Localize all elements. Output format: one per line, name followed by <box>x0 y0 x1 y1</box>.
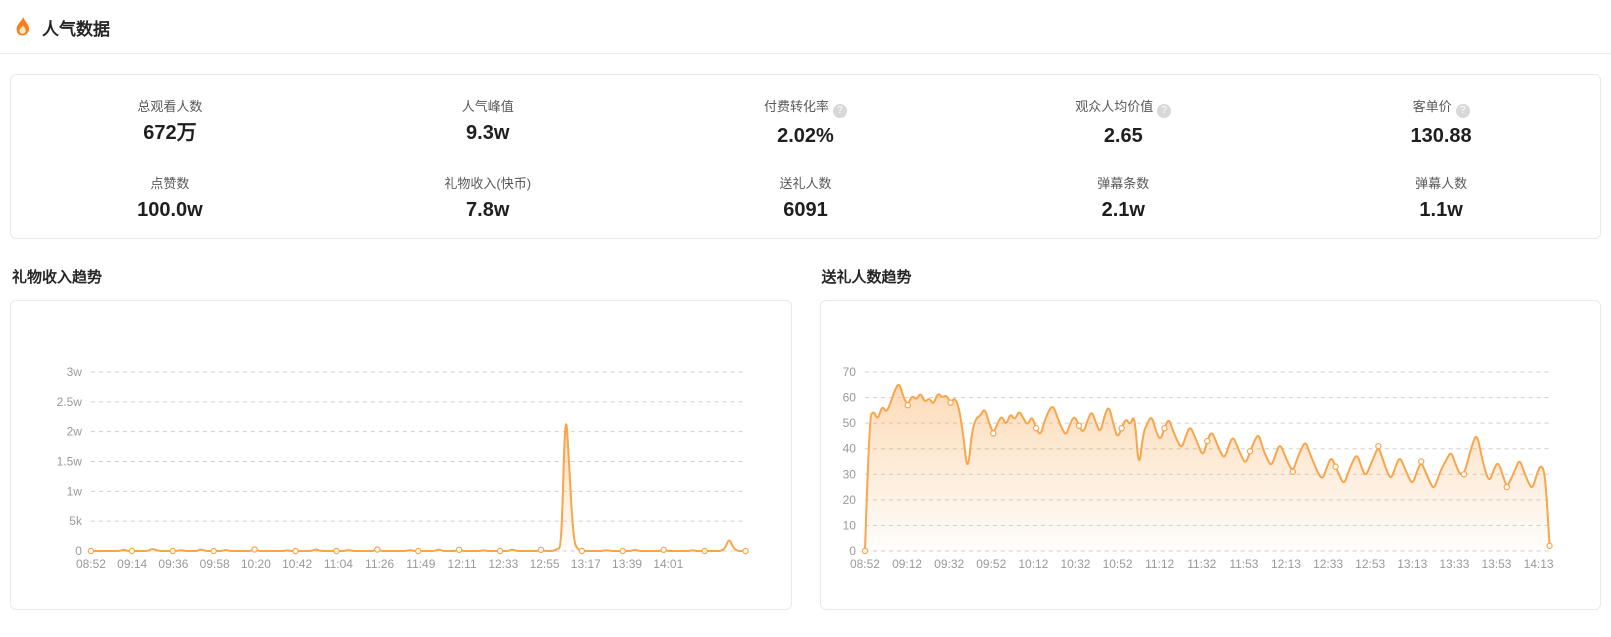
svg-text:09:12: 09:12 <box>892 557 922 571</box>
svg-text:13:17: 13:17 <box>571 557 601 571</box>
stat-label: 观众人均价值 <box>1075 99 1154 114</box>
stat-pay-conversion-rate: 付费转化率? 2.02% <box>647 99 965 148</box>
svg-text:10:20: 10:20 <box>241 557 271 571</box>
gift-income-trend-chart: 3w 2.5w 2w 1.5w 1w 5k 0 08:52 09:14 09:36 09:58 10:… <box>10 300 792 610</box>
popularity-stats-panel: 总观看人数 672万 人气峰值 9.3w 付费转化率? 2.02% 观众人均价值… <box>10 74 1601 239</box>
svg-text:10:42: 10:42 <box>282 557 312 571</box>
stat-label: 弹幕条数 <box>1097 176 1150 191</box>
svg-text:12:53: 12:53 <box>1355 557 1385 571</box>
stat-value: 672万 <box>143 122 197 144</box>
svg-text:0: 0 <box>849 544 856 558</box>
stat-label: 人气峰值 <box>461 99 514 114</box>
help-icon[interactable]: ? <box>833 104 847 118</box>
stat-label: 点赞数 <box>150 176 190 191</box>
gift-senders-area-chart: 70 60 50 40 30 20 10 008:52 09:12 09:32 09:52 10:12… <box>842 365 1553 571</box>
stat-value: 130.88 <box>1410 125 1472 147</box>
svg-text:13:53: 13:53 <box>1481 557 1511 571</box>
gift-income-trend-section: 礼物收入趋势 3w 2.5w 2w 1.5w 1w 5k 0 08:52 09:14 09:36 0… <box>10 269 792 610</box>
svg-text:2.5w: 2.5w <box>57 395 83 409</box>
help-icon[interactable]: ? <box>1455 104 1470 118</box>
svg-text:08:52: 08:52 <box>76 557 106 571</box>
section-header: 人气数据 <box>0 0 1611 53</box>
svg-text:12:33: 12:33 <box>488 557 518 571</box>
stat-value: 6091 <box>783 199 828 221</box>
svg-text:60: 60 <box>842 391 856 405</box>
svg-text:13:33: 13:33 <box>1439 557 1469 571</box>
svg-text:30: 30 <box>842 467 856 481</box>
svg-text:12:11: 12:11 <box>448 557 477 571</box>
stat-label: 总观看人数 <box>137 99 203 114</box>
svg-text:09:14: 09:14 <box>117 557 147 571</box>
stat-danmaku-users: 弹幕人数 1.1w <box>1282 176 1600 222</box>
svg-text:70: 70 <box>842 365 856 379</box>
header-divider <box>0 53 1611 54</box>
svg-text:11:04: 11:04 <box>324 557 353 571</box>
stat-value: 9.3w <box>466 122 510 144</box>
svg-text:10:12: 10:12 <box>1018 557 1048 571</box>
svg-text:11:53: 11:53 <box>1229 557 1258 571</box>
page-title: 人气数据 <box>42 20 110 39</box>
stat-likes: 点赞数 100.0w <box>11 176 329 222</box>
svg-text:11:49: 11:49 <box>406 557 435 571</box>
stat-value: 2.65 <box>1103 125 1143 147</box>
stat-label: 付费转化率 <box>763 99 829 114</box>
svg-text:09:58: 09:58 <box>200 557 230 571</box>
gift-income-line-chart: 3w 2.5w 2w 1.5w 1w 5k 008:52 09:14 09:36 09:58 10:… <box>57 365 749 571</box>
svg-text:40: 40 <box>842 442 856 456</box>
svg-text:3w: 3w <box>67 365 83 379</box>
stat-total-viewers: 总观看人数 672万 <box>11 99 329 148</box>
gift-senders-trend-section: 送礼人数趋势 70 60 50 40 30 20 10 0 08:52 09:12 09:32 09:… <box>819 269 1601 610</box>
svg-text:2w: 2w <box>67 425 83 439</box>
svg-text:12:55: 12:55 <box>530 557 560 571</box>
svg-text:10:32: 10:32 <box>1060 557 1090 571</box>
stat-value: 7.8w <box>466 199 510 221</box>
svg-text:10:52: 10:52 <box>1102 557 1132 571</box>
stat-peak-popularity: 人气峰值 9.3w <box>329 99 647 148</box>
stat-avg-order-value: 客单价? 130.88 <box>1282 99 1600 148</box>
svg-text:0: 0 <box>75 544 82 558</box>
gift-senders-trend-chart: 70 60 50 40 30 20 10 0 08:52 09:12 09:32 09:52 10:12… <box>819 300 1601 610</box>
svg-text:13:13: 13:13 <box>1397 557 1427 571</box>
svg-text:14:01: 14:01 <box>653 557 683 571</box>
stat-label: 礼物收入(快币) <box>444 176 532 191</box>
svg-text:10: 10 <box>842 518 856 532</box>
stat-avg-viewer-value: 观众人均价值? 2.65 <box>964 99 1282 148</box>
svg-text:09:36: 09:36 <box>158 557 188 571</box>
stat-label: 送礼人数 <box>779 176 832 191</box>
svg-text:5k: 5k <box>69 514 83 528</box>
svg-text:12:33: 12:33 <box>1313 557 1343 571</box>
svg-text:20: 20 <box>842 493 856 507</box>
charts-row: 礼物收入趋势 3w 2.5w 2w 1.5w 1w 5k 0 08:52 09:14 09:36 0… <box>10 269 1601 610</box>
stat-value: 2.02% <box>777 125 834 147</box>
stat-label: 弹幕人数 <box>1415 176 1468 191</box>
stat-label: 客单价 <box>1412 99 1452 114</box>
chart-title: 礼物收入趋势 <box>12 269 103 286</box>
svg-text:11:32: 11:32 <box>1187 557 1216 571</box>
flame-icon <box>13 16 32 39</box>
stat-gift-senders: 送礼人数 6091 <box>647 176 965 222</box>
stat-value: 100.0w <box>137 199 203 221</box>
stat-gift-income: 礼物收入(快币) 7.8w <box>329 176 647 222</box>
svg-text:13:39: 13:39 <box>612 557 642 571</box>
chart-title: 送礼人数趋势 <box>821 269 912 286</box>
stat-value: 1.1w <box>1419 199 1463 221</box>
svg-text:09:32: 09:32 <box>934 557 964 571</box>
svg-text:08:52: 08:52 <box>849 557 879 571</box>
svg-text:50: 50 <box>842 416 856 430</box>
svg-text:1w: 1w <box>67 484 83 498</box>
svg-text:12:13: 12:13 <box>1270 557 1300 571</box>
svg-text:11:12: 11:12 <box>1145 557 1174 571</box>
svg-text:11:26: 11:26 <box>365 557 394 571</box>
help-icon[interactable]: ? <box>1157 104 1172 118</box>
svg-text:09:52: 09:52 <box>976 557 1006 571</box>
svg-text:14:13: 14:13 <box>1523 557 1553 571</box>
svg-text:1.5w: 1.5w <box>57 454 83 468</box>
stat-value: 2.1w <box>1101 199 1145 221</box>
stat-danmaku-count: 弹幕条数 2.1w <box>964 176 1282 222</box>
